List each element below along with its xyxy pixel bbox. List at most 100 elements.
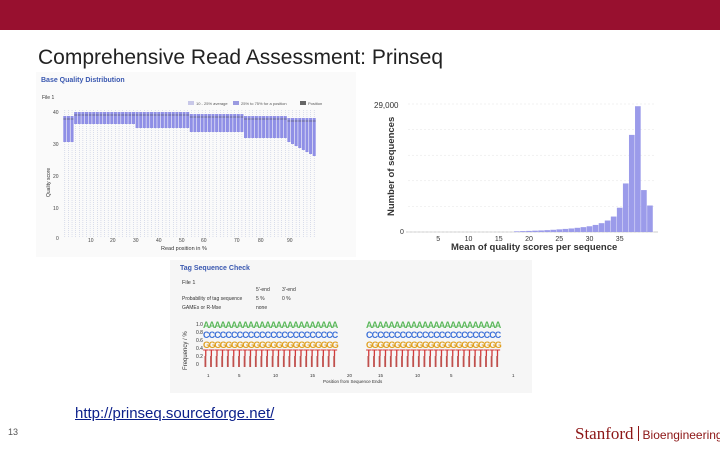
logo-letter: T xyxy=(321,348,327,358)
hist-bar xyxy=(574,227,581,232)
logo-letter: T xyxy=(203,348,209,358)
logo-bar xyxy=(249,356,252,367)
quality-box xyxy=(200,114,204,132)
hist-x-tick: 30 xyxy=(586,236,594,243)
logo-bar xyxy=(384,356,387,367)
logo-bar xyxy=(305,356,308,367)
logo-bar xyxy=(254,356,257,367)
logo-stanford: Stanford xyxy=(575,424,634,443)
logo-bar xyxy=(215,356,218,367)
logo-bar xyxy=(266,356,268,367)
quality-box xyxy=(276,116,280,138)
quality-box xyxy=(193,114,197,132)
hist-x-tick: 25 xyxy=(555,236,563,243)
quality-box xyxy=(139,112,143,128)
logo-bar xyxy=(271,356,274,367)
legend-swatch-3 xyxy=(300,101,306,105)
quality-box xyxy=(269,116,273,138)
quality-box xyxy=(142,112,146,128)
hist-bar xyxy=(556,229,563,232)
hist-bar xyxy=(635,106,641,232)
logo-letter: C xyxy=(265,330,272,340)
quality-box xyxy=(124,112,128,124)
logo-letter: A xyxy=(326,320,333,330)
logo-letter: C xyxy=(287,330,294,340)
logo-bar xyxy=(226,356,229,367)
quality-box xyxy=(131,112,135,124)
logo-letter: A xyxy=(439,320,446,330)
logo-bar xyxy=(277,356,280,367)
quality-box xyxy=(225,114,229,132)
tag-y-tick: 0.6 xyxy=(196,338,203,344)
logo-letter: A xyxy=(489,320,496,330)
logo-letter: G xyxy=(287,340,294,350)
logo-letter: C xyxy=(461,330,468,340)
tag-row-v3-1: 0 % xyxy=(282,296,291,302)
quality-box xyxy=(66,116,70,142)
quality-ylabel: Quality score xyxy=(46,168,52,197)
logo-letter: C xyxy=(388,330,395,340)
logo-letter: C xyxy=(326,330,333,340)
logo-bar xyxy=(473,356,476,367)
slide-title: Comprehensive Read Assessment: Prinseq xyxy=(38,46,444,69)
logo-letter: C xyxy=(377,330,384,340)
logo-letter: A xyxy=(276,320,283,330)
logo-letter: C xyxy=(450,330,457,340)
logo-letter: T xyxy=(433,348,439,358)
sequence-logo-3end: ACGTACGTACGTACGTACGTACGTACGTACGTACGTACGT… xyxy=(366,320,502,367)
x-tick-70: 70 xyxy=(234,238,240,244)
logo-letter: C xyxy=(489,330,496,340)
quality-box xyxy=(262,116,266,138)
logo-bar xyxy=(327,356,330,367)
logo-bar xyxy=(462,356,465,367)
quality-box xyxy=(251,116,255,138)
x-tick-50: 50 xyxy=(179,238,185,244)
tag-row-v5-2: none xyxy=(256,305,267,311)
logo-bar xyxy=(373,356,375,367)
logo-letter: A xyxy=(203,320,210,330)
logo-letter: C xyxy=(467,330,474,340)
tag-row-label-2: GAMEs or R-Mse xyxy=(182,305,221,311)
logo-bar xyxy=(395,356,398,367)
logo-letter: T xyxy=(253,348,259,358)
logo-letter: C xyxy=(321,330,328,340)
logo-bar xyxy=(479,356,482,367)
logo-letter: T xyxy=(248,348,254,358)
logo-letter: A xyxy=(321,320,328,330)
x-tick-30: 30 xyxy=(133,238,139,244)
logo-letter: G xyxy=(298,340,305,350)
quality-box xyxy=(211,114,215,132)
logo-letter: C xyxy=(315,330,322,340)
logo-bioengineering: Bioengineering xyxy=(642,428,720,442)
quality-box xyxy=(95,112,99,124)
tag-x-tick: 1 xyxy=(512,373,515,378)
logo-letter: A xyxy=(372,320,379,330)
hist-bar xyxy=(532,230,538,232)
tag-x-tick: 5 xyxy=(450,373,453,378)
quality-box xyxy=(153,112,157,128)
logo-letter: T xyxy=(394,348,400,358)
quality-box xyxy=(146,112,150,128)
logo-bar xyxy=(457,356,459,367)
logo-letter: T xyxy=(225,348,231,358)
logo-letter: A xyxy=(298,320,305,330)
logo-letter: G xyxy=(444,340,451,350)
logo-letter: A xyxy=(281,320,288,330)
logo-letter: G xyxy=(416,340,423,350)
logo-bar xyxy=(204,356,207,367)
logo-letter: C xyxy=(231,330,238,340)
tag-x-tick: 10 xyxy=(415,373,421,378)
hist-y-max-label: 29,000 xyxy=(374,101,399,110)
logo-letter: A xyxy=(265,320,272,330)
prinseq-link[interactable]: http://prinseq.sourceforge.net/ xyxy=(75,405,275,422)
logo-letter: C xyxy=(433,330,440,340)
tag-x-ticks: 1 5 10 15 20 15 10 5 1 xyxy=(207,373,515,378)
hist-x-tick: 10 xyxy=(465,236,473,243)
logo-bar xyxy=(299,356,302,367)
quality-box xyxy=(106,112,110,124)
x-tick-40: 40 xyxy=(156,238,162,244)
logo-letter: G xyxy=(422,340,429,350)
logo-letter: T xyxy=(281,348,287,358)
logo-letter: A xyxy=(388,320,395,330)
logo-bar xyxy=(238,356,240,367)
